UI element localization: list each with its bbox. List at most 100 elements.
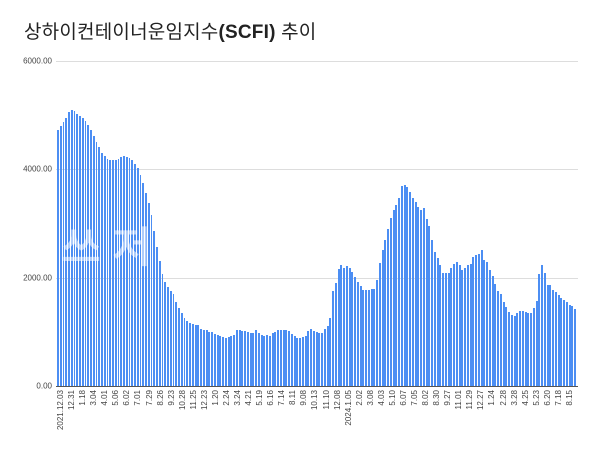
x-tick-label: 8.30 <box>432 390 442 406</box>
bar <box>453 263 456 386</box>
x-tick-label: 3.24 <box>233 390 243 406</box>
bar <box>222 337 225 386</box>
bar <box>202 329 205 386</box>
bar <box>499 294 502 386</box>
bar <box>235 330 238 386</box>
x-tick-label: 12.31 <box>67 390 77 411</box>
gridline <box>56 277 578 279</box>
bar <box>194 324 197 386</box>
bar <box>73 110 76 386</box>
bar <box>257 333 260 386</box>
bar <box>538 273 541 386</box>
bar <box>65 117 68 386</box>
bar <box>142 183 145 386</box>
x-tick-label: 1.24 <box>487 390 497 406</box>
bar <box>469 263 472 386</box>
bar <box>296 337 299 386</box>
x-tick-label: 6.20 <box>542 390 552 406</box>
x-tick-label: 9.23 <box>166 390 176 406</box>
bar <box>447 273 450 386</box>
x-tick-label: 7.14 <box>277 390 287 406</box>
bar <box>431 240 434 386</box>
bar <box>356 282 359 386</box>
bar <box>68 112 70 386</box>
bar <box>208 331 211 386</box>
x-tick-label: 8.26 <box>155 390 165 406</box>
x-tick-label: 7.01 <box>133 390 143 406</box>
bar <box>315 331 318 386</box>
x-tick-label: 11.10 <box>321 390 331 410</box>
bar <box>98 147 101 386</box>
bar <box>255 330 258 386</box>
bar <box>554 291 557 386</box>
bar <box>571 305 574 386</box>
bar <box>365 290 368 386</box>
bar <box>139 174 142 386</box>
bar <box>95 142 98 386</box>
bar <box>442 272 445 386</box>
bar <box>213 334 216 386</box>
bar <box>161 273 164 386</box>
bar <box>486 261 489 386</box>
bar <box>92 135 95 386</box>
gridline <box>56 61 578 62</box>
bar <box>323 329 326 386</box>
bar <box>321 332 324 386</box>
bar <box>279 329 282 386</box>
bar <box>444 273 447 386</box>
x-tick-label: 7.29 <box>144 390 154 406</box>
bar <box>84 120 87 386</box>
bar <box>117 159 120 386</box>
x-tick-label: 11.29 <box>465 390 475 410</box>
x-tick-label: 12.27 <box>476 390 486 411</box>
x-tick-label: 11.01 <box>454 390 464 410</box>
bar <box>428 226 431 386</box>
x-tick-label: 2.24 <box>221 390 231 406</box>
bar <box>510 314 513 386</box>
bar <box>359 286 362 386</box>
x-tick-label: 9.08 <box>299 390 309 406</box>
x-tick-label: 12.23 <box>199 390 209 411</box>
bar <box>153 231 156 386</box>
bar <box>527 313 530 386</box>
x-tick-label: 6.07 <box>398 390 408 406</box>
bar <box>466 265 469 386</box>
y-tick-label: 0.00 <box>36 381 52 391</box>
bar <box>417 207 420 386</box>
x-tick-label: 3.28 <box>509 390 519 406</box>
x-tick-label: 4.25 <box>520 390 530 406</box>
x-tick-label: 7.05 <box>410 390 420 406</box>
bar <box>381 249 384 386</box>
x-tick-label: 4.03 <box>376 390 386 406</box>
bar <box>351 271 354 386</box>
bar <box>79 115 81 386</box>
bar <box>136 168 139 386</box>
bar <box>425 219 428 386</box>
bar <box>546 284 549 386</box>
bar <box>488 269 491 386</box>
x-tick-label: 12.08 <box>332 390 342 411</box>
bar <box>150 215 153 386</box>
bar <box>461 269 464 386</box>
bar <box>268 335 271 386</box>
bar <box>197 325 200 386</box>
bar <box>505 307 508 386</box>
bar <box>348 268 351 386</box>
bar <box>433 251 436 386</box>
x-tick-label: 6.02 <box>122 390 132 406</box>
bar <box>128 157 131 386</box>
bar <box>252 332 255 386</box>
bar <box>81 117 84 386</box>
x-tick-label: 6.16 <box>266 390 276 406</box>
bar <box>367 289 370 386</box>
bar <box>439 265 442 386</box>
bar <box>227 337 230 386</box>
bar <box>340 265 343 386</box>
bar <box>524 312 527 386</box>
bar <box>156 247 158 386</box>
bar <box>384 239 387 386</box>
bar <box>304 335 307 386</box>
x-tick-label: 5.19 <box>255 390 265 406</box>
bar <box>414 201 417 386</box>
